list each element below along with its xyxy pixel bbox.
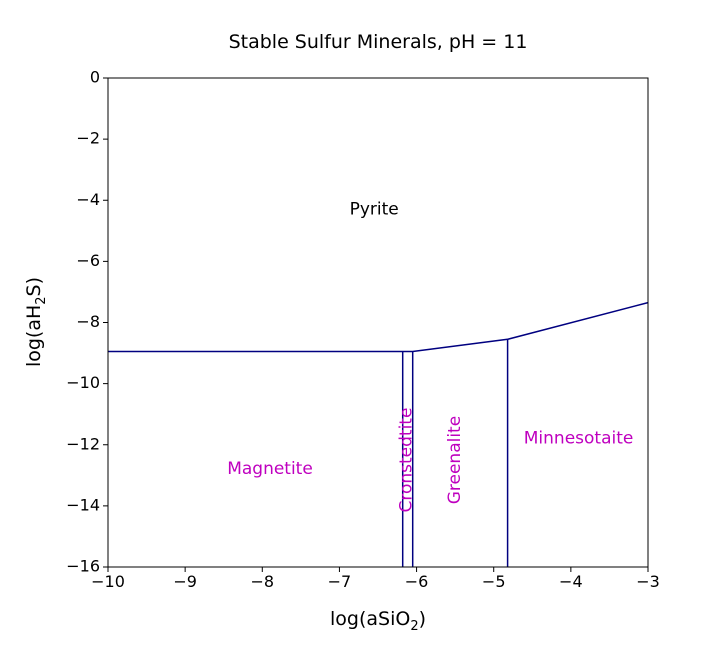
region-label-minnesotaite: Minnesotaite <box>524 429 634 449</box>
x-tick-label: −10 <box>91 572 125 591</box>
y-axis-ticks: 0 −2 −4 −6 −8 −10 −12 −14 −16 <box>66 68 108 576</box>
x-tick-label: −6 <box>405 572 429 591</box>
x-label-subscript: 2 <box>410 619 418 634</box>
y-tick-label: −16 <box>66 557 100 576</box>
region-label-magnetite: Magnetite <box>227 459 313 479</box>
y-tick-label: −8 <box>76 312 100 331</box>
y-tick-label: −4 <box>76 190 100 209</box>
plot-area: Pyrite Magnetite Cronstedtite Greenalite Min… <box>108 199 649 567</box>
x-tick-label: −9 <box>173 572 197 591</box>
y-tick-label: −12 <box>66 434 100 453</box>
y-label-close: S) <box>23 277 45 296</box>
y-tick-label: −2 <box>76 129 100 148</box>
region-label-pyrite: Pyrite <box>350 199 399 219</box>
x-tick-label: −3 <box>636 572 660 591</box>
x-tick-label: −5 <box>482 572 506 591</box>
y-tick-label: 0 <box>90 68 100 87</box>
plot-frame <box>107 77 649 568</box>
y-tick-label: −6 <box>76 251 100 270</box>
boundary-line-1 <box>108 301 649 353</box>
x-tick-label: −4 <box>559 572 583 591</box>
chart-title: Stable Sulfur Minerals, pH = 11 <box>229 31 528 53</box>
x-label-close: ) <box>419 608 426 630</box>
x-axis-label: log(aSiO2) <box>330 608 426 634</box>
y-tick-label: −10 <box>66 373 100 392</box>
region-label-cronstedtite: Cronstedtite <box>397 408 417 513</box>
y-label-main: log(aH <box>23 305 45 367</box>
x-tick-label: −8 <box>250 572 274 591</box>
y-axis-label: log(aH2S) <box>23 277 49 367</box>
x-axis-ticks: −10 −9 −8 −7 −6 −5 −4 −3 <box>91 567 660 591</box>
x-tick-label: −7 <box>328 572 352 591</box>
region-label-greenalite: Greenalite <box>445 416 465 504</box>
y-tick-label: −14 <box>66 495 100 514</box>
x-label-main: log(aSiO <box>330 608 410 630</box>
y-label-subscript: 2 <box>34 296 49 304</box>
